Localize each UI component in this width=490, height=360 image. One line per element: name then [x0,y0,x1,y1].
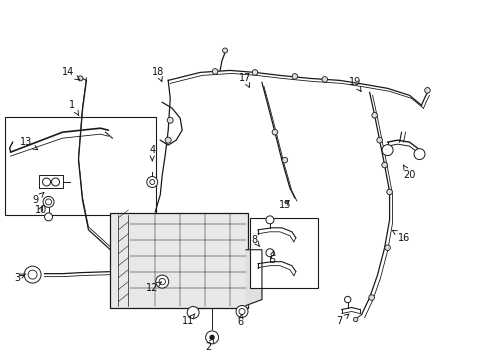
Text: 8: 8 [251,235,260,247]
Circle shape [377,138,382,143]
Circle shape [212,69,218,74]
Text: 16: 16 [392,230,411,243]
Text: 15: 15 [279,200,291,210]
Circle shape [159,278,166,285]
Circle shape [28,270,37,279]
Circle shape [292,73,297,79]
Circle shape [222,48,227,53]
Circle shape [43,178,50,186]
Text: 11: 11 [182,314,195,327]
Polygon shape [246,250,262,306]
Circle shape [24,266,41,283]
Circle shape [425,87,430,93]
Circle shape [369,295,374,300]
Circle shape [353,317,358,321]
Circle shape [206,331,219,344]
Text: 10: 10 [34,205,47,215]
Circle shape [150,180,155,184]
Bar [5,117,156,215]
Text: 4: 4 [149,145,155,161]
Circle shape [282,157,288,163]
Circle shape [156,275,169,288]
Circle shape [387,189,392,195]
Circle shape [382,145,393,156]
Circle shape [46,199,51,205]
Circle shape [147,176,158,188]
Circle shape [382,162,388,168]
Text: 17: 17 [239,73,251,87]
Circle shape [344,296,351,303]
Circle shape [187,306,199,319]
Text: 18: 18 [152,67,164,81]
Circle shape [167,117,173,123]
Text: 19: 19 [348,77,361,91]
Circle shape [385,245,391,251]
Text: 12: 12 [146,282,162,293]
Bar [250,218,318,288]
Circle shape [266,216,274,224]
Text: 6: 6 [237,314,243,328]
Circle shape [236,306,248,318]
Circle shape [51,178,59,186]
Text: 5: 5 [269,251,275,265]
Circle shape [78,76,83,81]
Text: 9: 9 [32,193,44,205]
Text: 7: 7 [337,314,349,327]
Text: 20: 20 [403,165,416,180]
Text: 14: 14 [62,67,80,80]
Circle shape [45,213,52,221]
Circle shape [43,197,54,207]
Circle shape [165,137,171,143]
Text: 13: 13 [20,137,38,150]
Text: 3: 3 [15,273,26,283]
Circle shape [322,77,328,82]
Circle shape [272,129,278,135]
Text: 2: 2 [205,338,214,352]
Circle shape [239,309,245,315]
Circle shape [266,249,274,257]
Bar [110,213,248,307]
Circle shape [252,69,258,75]
Circle shape [210,336,214,339]
Text: 1: 1 [70,100,79,116]
Circle shape [414,149,425,159]
Circle shape [372,112,377,118]
